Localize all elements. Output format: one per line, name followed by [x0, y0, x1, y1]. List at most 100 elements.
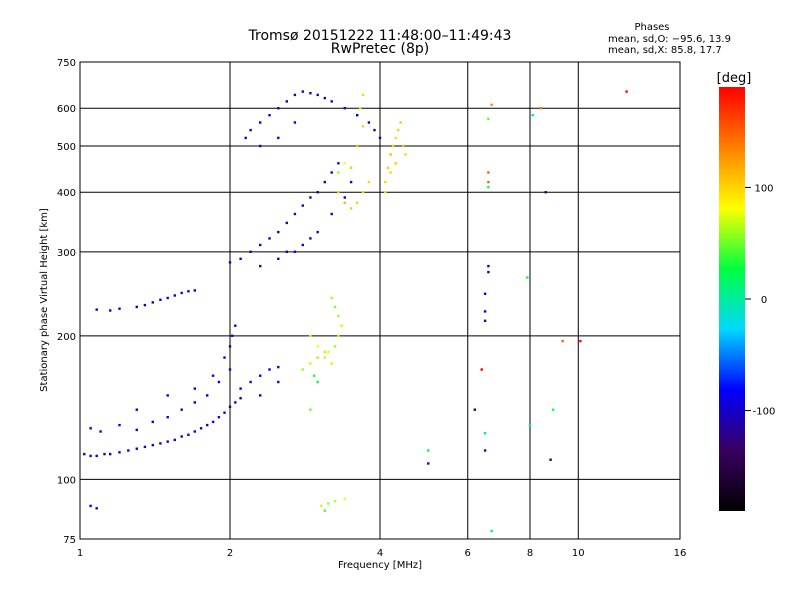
scatter-point [187, 290, 190, 293]
scatter-point [330, 362, 333, 365]
scatter-point [349, 166, 353, 169]
y-tick-label: 200 [57, 332, 76, 343]
stats-o-line: mean, sd,O: −95.6, 13.9 [608, 34, 731, 45]
x-tick-label: 2 [227, 548, 233, 559]
scatter-point [316, 356, 319, 359]
scatter-point [349, 180, 353, 184]
scatter-point [333, 345, 337, 348]
y-tick-label: 400 [57, 188, 76, 199]
scatter-point [249, 380, 252, 384]
colorbar-ticks: 100 0 -100 [745, 183, 776, 418]
scatter-point [323, 96, 326, 100]
scatter-point [259, 374, 262, 377]
scatter-point [301, 90, 304, 93]
scatter-point [109, 452, 112, 456]
scatter-point [228, 345, 232, 348]
scatter-point [386, 166, 390, 169]
scatter-point [389, 153, 392, 156]
scatter-point [356, 201, 359, 204]
stats-header: Phases [634, 22, 669, 33]
scatter-point [384, 191, 387, 194]
scatter-point [327, 350, 330, 354]
scatter-point [143, 303, 147, 307]
scatter-point [330, 296, 333, 300]
scatter-point [293, 250, 297, 253]
scatter-point [487, 171, 490, 174]
scatter-point [625, 90, 628, 93]
scatter-point [239, 397, 242, 400]
scatter-point [309, 196, 312, 199]
scatter-point [89, 454, 92, 458]
scatter-point [259, 243, 262, 247]
scatter-point [490, 529, 493, 533]
scatter-point [312, 374, 316, 377]
scatter-point [83, 452, 86, 456]
scatter-point [301, 243, 304, 247]
scatter-point [151, 301, 154, 304]
colorbar [719, 87, 745, 511]
scatter-point [199, 427, 203, 430]
scatter-point [483, 432, 487, 435]
scatter-point [526, 276, 529, 279]
scatter-point [356, 144, 359, 148]
scatter-point [193, 387, 196, 390]
scatter-point [427, 462, 430, 465]
scatter-point [206, 423, 209, 427]
colorbar-tick-label: -100 [753, 407, 776, 418]
scatter-point [316, 93, 319, 97]
scatter-point [483, 310, 487, 313]
scatter-point [159, 298, 162, 301]
scatter-point [277, 107, 280, 110]
scatter-point [135, 408, 138, 411]
scatter-point [323, 350, 326, 354]
x-tick-label: 16 [674, 548, 687, 559]
scatter-point [343, 201, 346, 204]
scatter-point [268, 368, 271, 371]
scatter-point [337, 191, 340, 194]
grid-lines [80, 62, 680, 539]
y-tick-label: 75 [63, 535, 76, 546]
scatter-point [367, 180, 371, 184]
scatter-point [193, 401, 196, 404]
scatter-point [244, 136, 247, 140]
scatter-point [293, 212, 297, 216]
scatter-point [340, 324, 343, 327]
chart-title: Tromsø 20151222 11:48:00–11:49:43 [248, 28, 512, 44]
scatter-point [95, 454, 98, 458]
scatter-point [561, 339, 564, 343]
scatter-point [277, 257, 280, 260]
scatter-point [309, 408, 312, 411]
scatter-point [490, 103, 493, 106]
scatter-point [323, 180, 326, 184]
scatter-point [193, 430, 196, 433]
scatter-point [268, 114, 271, 117]
scatter-point [206, 394, 209, 397]
scatter-point [361, 191, 365, 194]
scatter-point [285, 221, 288, 225]
scatter-point [483, 292, 487, 295]
scatter-point [384, 180, 387, 184]
y-tick-label: 750 [57, 58, 76, 69]
scatter-point [487, 264, 490, 268]
x-tick-label: 10 [572, 548, 585, 559]
scatter-point [343, 107, 346, 110]
scatter-point [151, 420, 154, 424]
scatter-point [228, 261, 232, 264]
scatter-point [333, 500, 337, 503]
scatter-point [259, 264, 262, 268]
x-axis-label: Frequency [MHz] [338, 560, 422, 571]
x-tick-label: 4 [377, 548, 383, 559]
scatter-point [327, 502, 330, 505]
scatter-point [217, 380, 221, 384]
scatter-point [539, 107, 542, 110]
scatter-point [239, 387, 242, 390]
scatter-point [187, 433, 190, 436]
scatter-point [394, 136, 397, 140]
scatter-point [211, 420, 215, 424]
x-tick-label: 1 [77, 548, 83, 559]
scatter-point [394, 162, 397, 165]
y-tick-label: 100 [57, 475, 76, 486]
y-tick-label: 300 [57, 248, 76, 259]
scatter-point [487, 117, 490, 121]
